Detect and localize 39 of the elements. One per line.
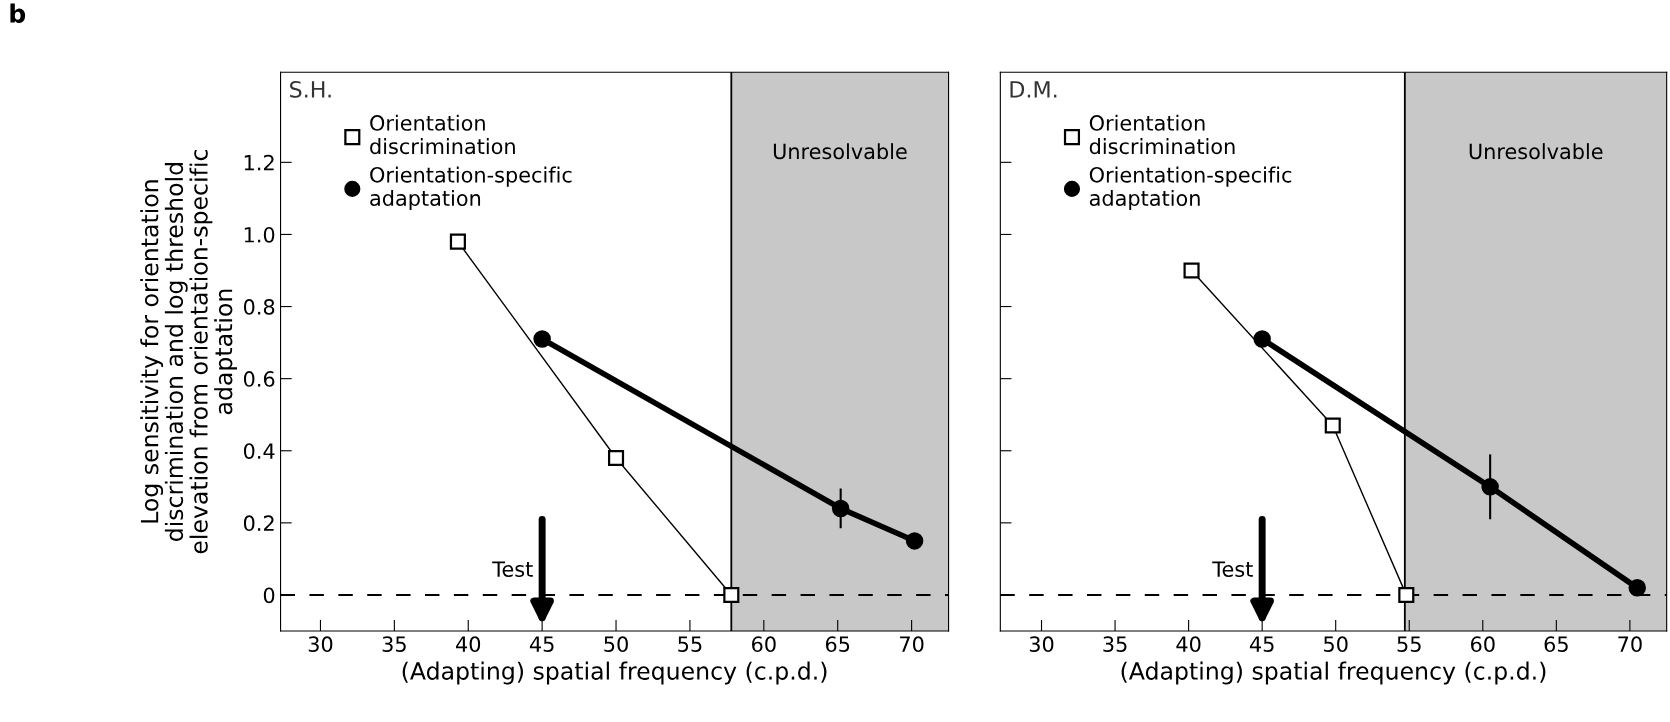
y-tick-label: 0.8 — [243, 299, 275, 315]
legend-label: Orientation discrimination — [1089, 114, 1235, 155]
y-tick-label: 0 — [263, 587, 275, 604]
x-tick-label: 70 — [900, 636, 924, 653]
band-label: Unresolvable — [773, 143, 907, 160]
y-axis-title: Log sensitivity for orientation discrimination and log threshold elevation from orientation-specific adaptation — [140, 150, 238, 554]
x-tick-label: 30 — [308, 636, 333, 653]
x-tick-label: 70 — [1618, 636, 1642, 653]
chart-title: D.M. — [1010, 81, 1057, 98]
x-tick-label: 30 — [1029, 636, 1054, 653]
x-tick-label: 40 — [456, 636, 481, 653]
x-tick-label: 40 — [1176, 636, 1201, 653]
text: b — [10, 3, 26, 23]
band-label: Unresolvable — [1469, 143, 1603, 160]
chart-title: S.H. — [290, 80, 331, 98]
x-tick-label: 45 — [529, 636, 554, 653]
x-tick-label: 65 — [1544, 636, 1568, 653]
x-tick-label: 65 — [825, 636, 850, 653]
x-tick-label: 50 — [604, 636, 628, 653]
x-axis-title: (Adapting) spatial frequency (c.p.d.) — [1121, 661, 1546, 685]
x-tick-label: 55 — [678, 636, 702, 653]
legend-label: Orientation discrimination — [370, 114, 515, 155]
legend-label: Orientation-specific adaptation — [1089, 166, 1292, 211]
x-tick-label: 60 — [1470, 636, 1495, 653]
x-tick-label: 45 — [1249, 636, 1274, 653]
y-tick-label: 1.0 — [244, 226, 275, 243]
x-tick-label: 35 — [382, 636, 406, 653]
x-tick-label: 50 — [1324, 636, 1348, 653]
legend-label: Orientation-specific adaptation — [370, 166, 572, 211]
x-axis-title: (Adapting) spatial frequency (c.p.d.) — [402, 661, 827, 685]
x-tick-label: 35 — [1103, 636, 1127, 653]
annotation: Test — [1212, 561, 1253, 577]
x-tick-label: 55 — [1397, 636, 1421, 653]
y-tick-label: 1.2 — [244, 154, 274, 171]
y-tick-label: 0.6 — [243, 371, 275, 387]
y-tick-label: 0.4 — [243, 443, 275, 459]
y-tick-label: 0.2 — [243, 515, 274, 532]
x-tick-label: 60 — [752, 636, 776, 653]
annotation: Test — [492, 561, 533, 577]
